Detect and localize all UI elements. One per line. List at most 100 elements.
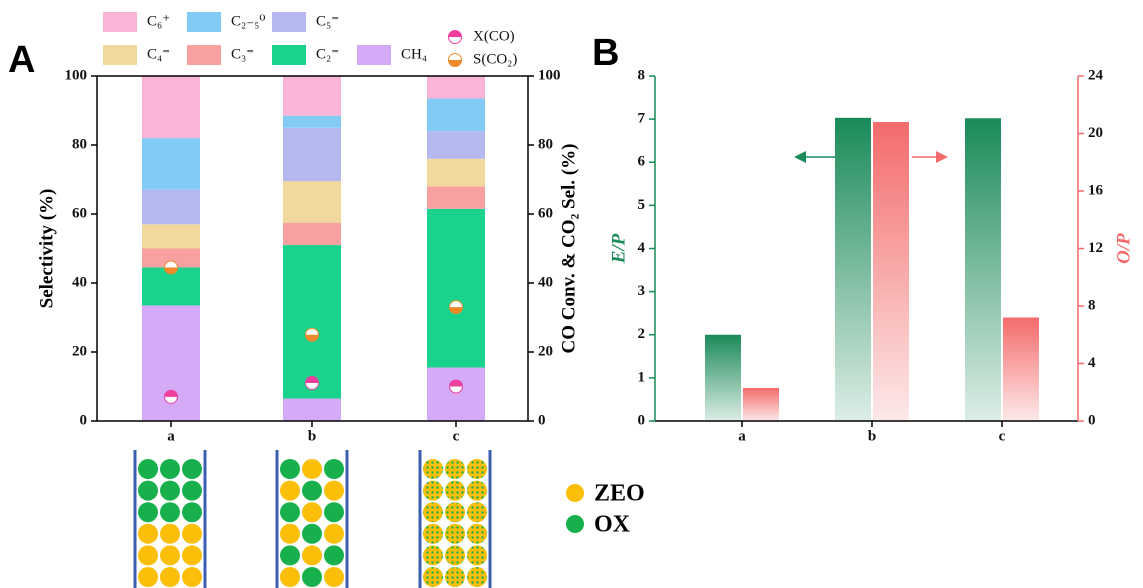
bar-segment: [427, 368, 485, 421]
y2-axis-label: CO Conv. & CO₂ Sel. (%): [558, 144, 579, 354]
particle: [423, 524, 443, 544]
legend-swatch: [103, 45, 137, 65]
legend-label: C₅⁼: [316, 13, 339, 29]
particle: [138, 481, 158, 501]
particle: [280, 545, 300, 565]
legend-label: C₂₋₅⁰: [231, 13, 265, 29]
particle: [182, 459, 202, 479]
particle: [182, 481, 202, 501]
particle: [138, 502, 158, 522]
particle: [302, 502, 322, 522]
y-tick-label: 80: [72, 136, 87, 152]
particle: [445, 481, 465, 501]
y2-tick-label: 20: [538, 343, 553, 359]
particle: [467, 567, 487, 587]
y-tick-label: 0: [638, 412, 646, 428]
particle: [160, 459, 180, 479]
y-tick-label: 0: [80, 412, 88, 428]
bar-segment: [427, 98, 485, 131]
bar-segment: [142, 76, 200, 138]
x-tick-label: b: [868, 428, 876, 444]
bar-segment: [283, 76, 341, 116]
y-tick-label: 7: [638, 111, 646, 127]
particle: [280, 524, 300, 544]
x-tick-label: b: [308, 428, 316, 444]
particle: [467, 545, 487, 565]
bar: [705, 335, 741, 421]
legend-label: C₃⁼: [231, 46, 254, 62]
y-tick-label: 1: [638, 369, 646, 385]
particle: [138, 545, 158, 565]
particle: [467, 459, 487, 479]
legend-label: OX: [594, 512, 631, 538]
x-tick-label: a: [738, 428, 746, 444]
particle: [280, 459, 300, 479]
particle: [302, 567, 322, 587]
particle: [302, 481, 322, 501]
particle: [467, 502, 487, 522]
particle: [138, 524, 158, 544]
bar: [965, 118, 1001, 421]
bar-segment: [142, 138, 200, 190]
legend-label: CH₄: [401, 46, 427, 62]
bar-segment: [283, 399, 341, 421]
y2-tick-label: 16: [1088, 182, 1104, 198]
particle: [160, 545, 180, 565]
bar-segment: [283, 116, 341, 128]
bar-segment: [427, 186, 485, 208]
particle: [138, 459, 158, 479]
y-axis-label: Selectivity (%): [36, 189, 57, 309]
particle: [324, 459, 344, 479]
y2-tick-label: 4: [1088, 355, 1096, 371]
legend-swatch: [187, 12, 221, 32]
legend-dot: [566, 484, 584, 502]
particle: [324, 545, 344, 565]
y2-tick-label: 60: [538, 205, 553, 221]
y2-tick-label: 8: [1088, 297, 1096, 313]
particle: [280, 481, 300, 501]
particle: [182, 502, 202, 522]
panel-label: A: [8, 39, 35, 81]
particle: [160, 567, 180, 587]
bar-segment: [283, 245, 341, 399]
y-tick-label: 40: [72, 274, 87, 290]
panel-label: B: [592, 32, 619, 74]
y-tick-label: 4: [638, 240, 646, 256]
y2-tick-label: 24: [1088, 67, 1104, 83]
particle: [467, 481, 487, 501]
legend-dot: [566, 515, 584, 533]
y-axis-label: E/P: [608, 233, 629, 264]
figure: A B ZEOOX 020406080100020406080100abcSel…: [0, 0, 1143, 588]
legend-swatch: [103, 12, 137, 32]
particle: [280, 567, 300, 587]
particle: [280, 502, 300, 522]
particle: [423, 481, 443, 501]
y-tick-label: 5: [638, 197, 646, 213]
x-tick-label: c: [999, 428, 1006, 444]
bar-segment: [427, 159, 485, 187]
y-tick-label: 2: [638, 326, 646, 342]
particle: [160, 481, 180, 501]
bar-segment: [142, 224, 200, 248]
legend-swatch: [272, 12, 306, 32]
legend-label: C₆⁺: [147, 13, 170, 29]
particle: [138, 567, 158, 587]
particle: [302, 459, 322, 479]
bar-segment: [283, 223, 341, 245]
bar-segment: [427, 209, 485, 368]
particle: [445, 545, 465, 565]
legend-label: S(CO₂): [473, 51, 517, 67]
bar-segment: [427, 76, 485, 98]
particle: [182, 545, 202, 565]
y2-tick-label: 40: [538, 274, 553, 290]
y-tick-label: 3: [638, 283, 646, 299]
particle: [182, 567, 202, 587]
particle: [302, 524, 322, 544]
x-tick-label: c: [453, 428, 460, 444]
particle: [324, 481, 344, 501]
bar-segment: [142, 190, 200, 225]
legend-label: C₄⁼: [147, 46, 170, 62]
y-tick-label: 60: [72, 205, 87, 221]
bar: [1003, 318, 1039, 422]
